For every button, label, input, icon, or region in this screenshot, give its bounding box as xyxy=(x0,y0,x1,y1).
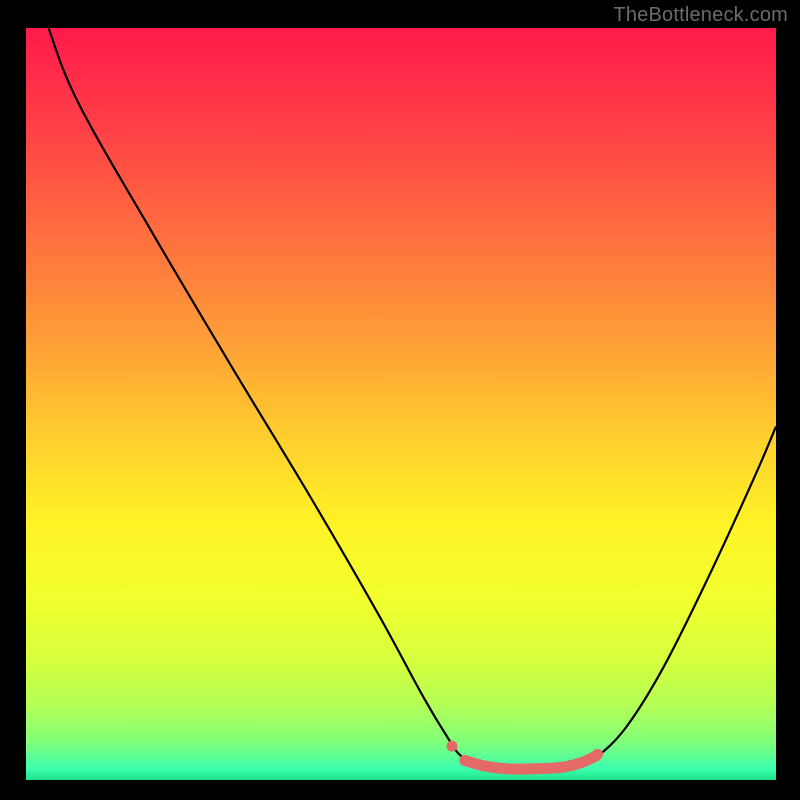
bottleneck-curve-plot xyxy=(0,0,800,800)
highlight-end-dot xyxy=(447,741,458,752)
highlight-end-dot xyxy=(592,749,603,760)
chart-root: TheBottleneck.com xyxy=(0,0,800,800)
watermark-text: TheBottleneck.com xyxy=(613,4,788,27)
